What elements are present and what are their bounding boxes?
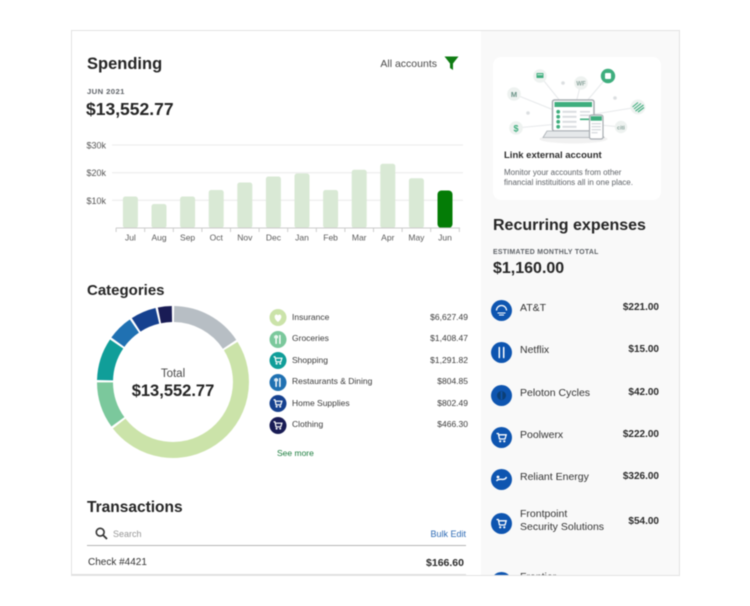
svg-text:Mar: Mar [352,233,367,243]
svg-text:May: May [408,233,425,243]
svg-text:$: $ [513,124,518,134]
svg-text:Sep: Sep [180,233,195,243]
svg-text:Nov: Nov [237,233,253,243]
svg-text:Jun: Jun [438,233,452,243]
svg-text:WF: WF [576,82,586,88]
svg-text:$10k: $10k [86,196,106,206]
svg-text:Feb: Feb [323,233,338,243]
svg-text:$30k: $30k [86,141,106,151]
svg-text:Aug: Aug [151,233,166,243]
svg-text:Dec: Dec [266,233,282,243]
svg-text:Apr: Apr [381,233,394,243]
svg-text:M: M [511,90,517,99]
svg-text:Oct: Oct [210,233,224,243]
svg-text:Jul: Jul [125,233,136,243]
svg-text:$20k: $20k [86,168,106,178]
svg-text:citi: citi [617,126,625,132]
svg-text:Jan: Jan [295,233,309,243]
